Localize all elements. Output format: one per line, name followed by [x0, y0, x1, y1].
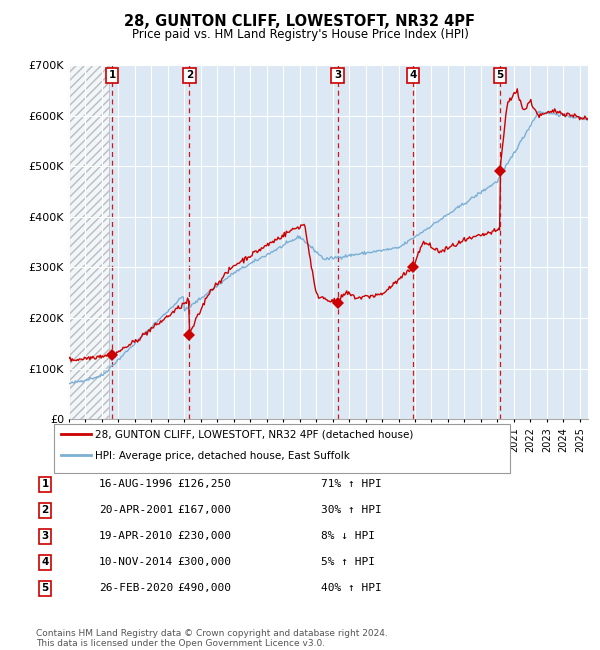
- Text: 1: 1: [41, 479, 49, 489]
- Text: 3: 3: [334, 70, 341, 81]
- Text: £167,000: £167,000: [177, 505, 231, 515]
- Text: 5: 5: [41, 583, 49, 593]
- Text: 71% ↑ HPI: 71% ↑ HPI: [321, 479, 382, 489]
- Text: Contains HM Land Registry data © Crown copyright and database right 2024.
This d: Contains HM Land Registry data © Crown c…: [36, 629, 388, 648]
- Text: 26-FEB-2020: 26-FEB-2020: [99, 583, 173, 593]
- Text: £230,000: £230,000: [177, 531, 231, 541]
- Text: 3: 3: [41, 531, 49, 541]
- Text: 30% ↑ HPI: 30% ↑ HPI: [321, 505, 382, 515]
- Text: Price paid vs. HM Land Registry's House Price Index (HPI): Price paid vs. HM Land Registry's House …: [131, 28, 469, 41]
- Text: 5: 5: [496, 70, 503, 81]
- Bar: [69, 65, 109, 419]
- Text: 16-AUG-1996: 16-AUG-1996: [99, 479, 173, 489]
- Text: HPI: Average price, detached house, East Suffolk: HPI: Average price, detached house, East…: [95, 450, 350, 461]
- Text: 5% ↑ HPI: 5% ↑ HPI: [321, 557, 375, 567]
- Text: 4: 4: [41, 557, 49, 567]
- Text: 8% ↓ HPI: 8% ↓ HPI: [321, 531, 375, 541]
- Text: £126,250: £126,250: [177, 479, 231, 489]
- Text: 19-APR-2010: 19-APR-2010: [99, 531, 173, 541]
- Text: 20-APR-2001: 20-APR-2001: [99, 505, 173, 515]
- Text: 40% ↑ HPI: 40% ↑ HPI: [321, 583, 382, 593]
- Text: 2: 2: [41, 505, 49, 515]
- Text: £300,000: £300,000: [177, 557, 231, 567]
- Text: 4: 4: [409, 70, 416, 81]
- Bar: [69, 65, 109, 419]
- Text: 2: 2: [185, 70, 193, 81]
- Text: 10-NOV-2014: 10-NOV-2014: [99, 557, 173, 567]
- Text: 28, GUNTON CLIFF, LOWESTOFT, NR32 4PF (detached house): 28, GUNTON CLIFF, LOWESTOFT, NR32 4PF (d…: [95, 429, 413, 439]
- Text: 28, GUNTON CLIFF, LOWESTOFT, NR32 4PF: 28, GUNTON CLIFF, LOWESTOFT, NR32 4PF: [125, 14, 476, 29]
- Text: 1: 1: [109, 70, 116, 81]
- Text: £490,000: £490,000: [177, 583, 231, 593]
